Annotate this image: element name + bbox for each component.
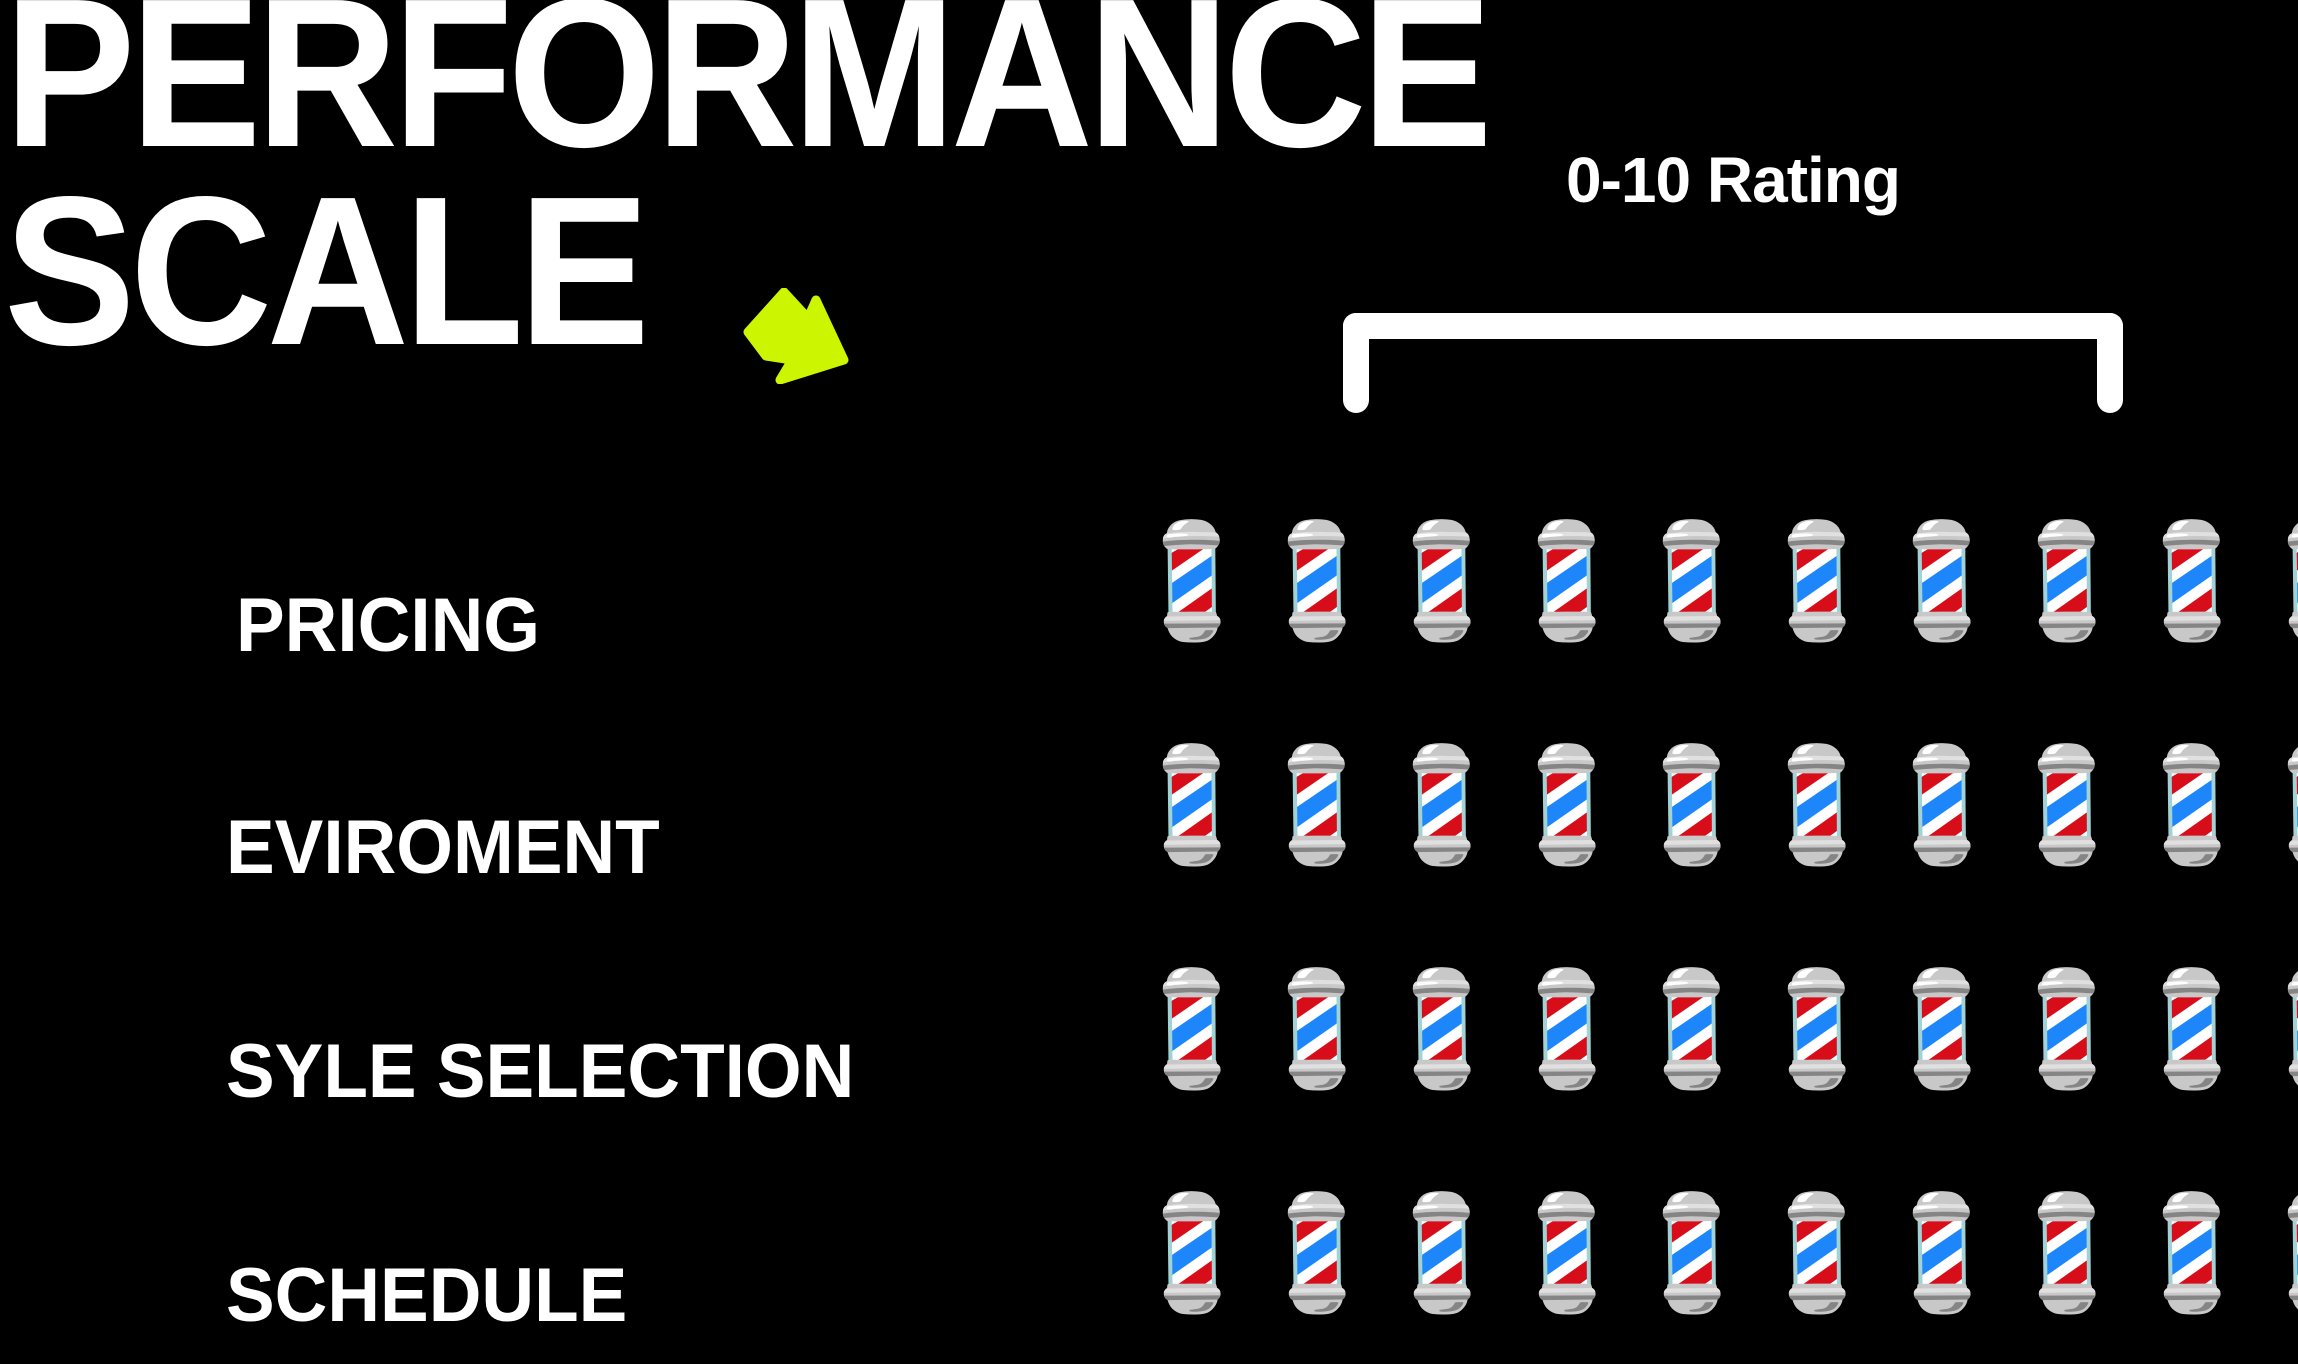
barber-pole-icon: 💈: [1997, 516, 2137, 646]
barber-pole-icon: 💈: [1497, 1188, 1637, 1318]
bracket-down-icon: [1343, 313, 2123, 413]
barber-pole-icon: 💈: [1497, 964, 1637, 1094]
pole-row-eviroment: 💈💈💈💈💈💈💈💈💈💈: [1122, 730, 2298, 880]
page-title: PERFORMANCE SCALE: [4, 0, 1493, 390]
barber-pole-icon: 💈: [1372, 516, 1512, 646]
barber-pole-icon: 💈: [1747, 1188, 1887, 1318]
barber-pole-icon: 💈: [1997, 964, 2137, 1094]
barber-pole-icon: 💈: [1622, 740, 1762, 870]
barber-pole-icon: 💈: [1372, 964, 1512, 1094]
barber-pole-icon: 💈: [1747, 740, 1887, 870]
barber-pole-icon: 💈: [1747, 516, 1887, 646]
title-line-1: PERFORMANCE: [4, 0, 1493, 191]
barber-pole-icon: 💈: [1247, 516, 1387, 646]
barber-pole-icon: 💈: [2247, 506, 2298, 656]
barber-pole-icon: 💈: [2122, 964, 2262, 1094]
barber-pole-icon: 💈: [1872, 516, 2012, 646]
barber-pole-icon: 💈: [1497, 740, 1637, 870]
pole-row-pricing: 💈💈💈💈💈💈💈💈💈💈: [1122, 506, 2298, 656]
barber-pole-icon: 💈: [1497, 516, 1637, 646]
row-label-syle-selection: SYLE SELECTION: [226, 1029, 855, 1114]
bracket-leg-left: [1343, 313, 1369, 413]
rating-caption: 0-10 Rating: [1566, 144, 1901, 216]
row-label-schedule: SCHEDULE: [226, 1253, 628, 1338]
barber-pole-icon: 💈: [1622, 516, 1762, 646]
barber-pole-icon: 💈: [1122, 1188, 1262, 1318]
barber-pole-icon: 💈: [1997, 740, 2137, 870]
barber-pole-icon: 💈: [1872, 740, 2012, 870]
barber-pole-icon: 💈: [1122, 516, 1262, 646]
barber-pole-icon: 💈: [1872, 964, 2012, 1094]
barber-pole-icon: 💈: [2247, 1178, 2298, 1328]
pole-row-schedule: 💈💈💈💈💈💈💈💈💈💈: [1122, 1178, 2298, 1328]
barber-pole-icon: 💈: [1872, 1188, 2012, 1318]
barber-pole-icon: 💈: [1622, 964, 1762, 1094]
barber-pole-icon: 💈: [1372, 740, 1512, 870]
barber-pole-icon: 💈: [2247, 954, 2298, 1104]
barber-pole-icon: 💈: [1247, 964, 1387, 1094]
bracket-bar: [1343, 313, 2123, 339]
title-line-2: SCALE: [4, 152, 650, 390]
barber-pole-icon: 💈: [1122, 964, 1262, 1094]
barber-pole-icon: 💈: [1247, 740, 1387, 870]
pole-row-syle-selection: 💈💈💈💈💈💈💈💈💈💈: [1122, 954, 2298, 1104]
barber-pole-icon: 💈: [1747, 964, 1887, 1094]
barber-pole-icon: 💈: [1372, 1188, 1512, 1318]
barber-pole-icon: 💈: [2122, 1188, 2262, 1318]
barber-pole-icon: 💈: [2247, 730, 2298, 880]
bracket-leg-right: [2097, 313, 2123, 413]
row-label-eviroment: EVIROMENT: [226, 805, 660, 890]
row-label-pricing: PRICING: [236, 583, 541, 668]
barber-pole-icon: 💈: [1247, 1188, 1387, 1318]
arrow-down-right-icon: [742, 288, 850, 384]
barber-pole-icon: 💈: [1997, 1188, 2137, 1318]
barber-pole-icon: 💈: [1622, 1188, 1762, 1318]
barber-pole-icon: 💈: [1122, 740, 1262, 870]
barber-pole-icon: 💈: [2122, 516, 2262, 646]
barber-pole-icon: 💈: [2122, 740, 2262, 870]
